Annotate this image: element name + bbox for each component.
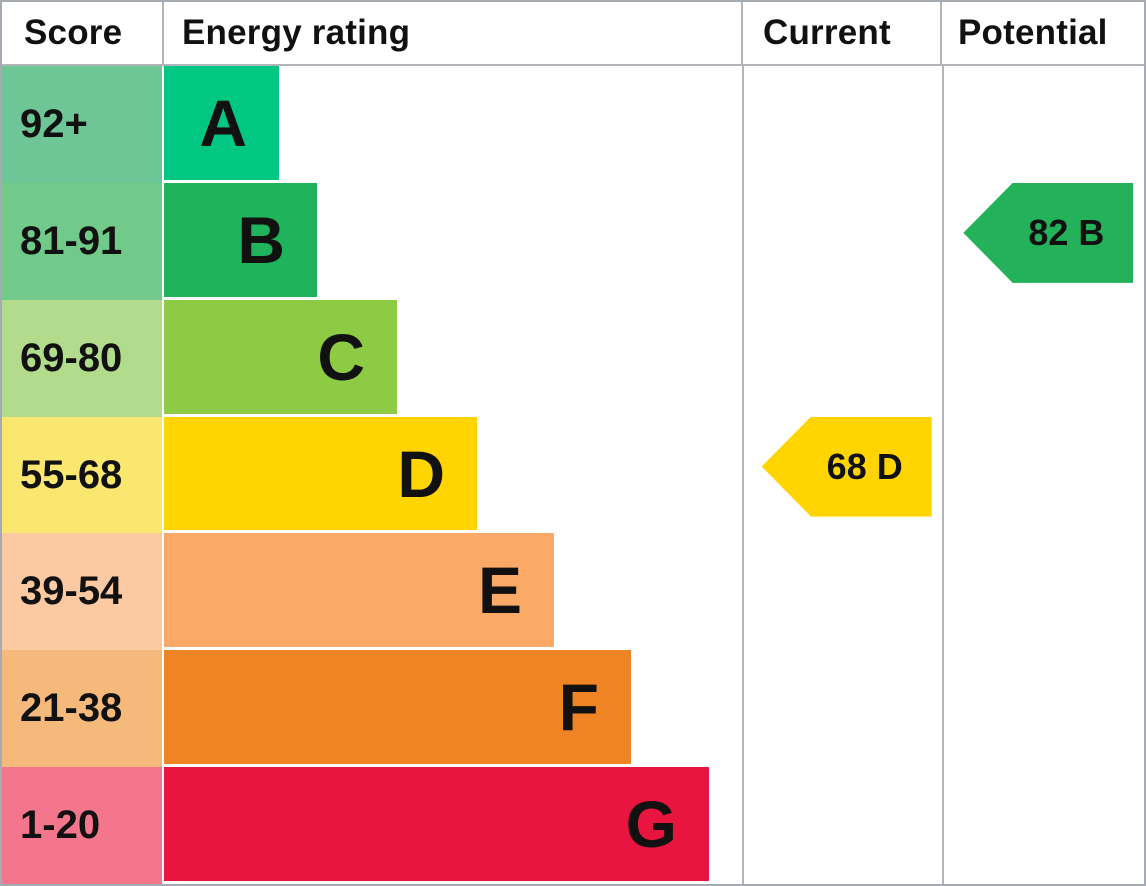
band-letter: F xyxy=(558,670,599,745)
band-bar: A xyxy=(164,66,279,180)
band-bar: C xyxy=(164,299,397,414)
band-letter: A xyxy=(199,85,247,160)
band-score-range: 55-68 xyxy=(2,416,164,534)
band-letter: E xyxy=(477,553,522,628)
band-score-range: 92+ xyxy=(2,66,164,183)
band-letter: D xyxy=(397,436,445,511)
bands-column: 92+ A 81-91 B 69-80 C 55-68 D 39-54 E 21… xyxy=(2,66,742,884)
current-column: 68 D xyxy=(741,66,943,884)
band-score-range: 69-80 xyxy=(2,299,164,417)
band-row-b: 81-91 B xyxy=(2,182,742,300)
band-letter: G xyxy=(625,787,677,862)
potential-rating-arrow: 82 B xyxy=(963,182,1134,283)
band-row-d: 55-68 D xyxy=(2,416,742,534)
col-header-energy-rating: Energy rating xyxy=(164,2,743,64)
band-score-range: 21-38 xyxy=(2,650,164,768)
current-rating-label: 68 D xyxy=(826,445,903,487)
band-row-a: 92+ A xyxy=(2,66,742,183)
table-header: Score Energy rating Current Potential xyxy=(2,2,1144,66)
band-row-e: 39-54 E xyxy=(2,533,742,651)
potential-column: 82 B xyxy=(942,66,1144,884)
table-body: 92+ A 81-91 B 69-80 C 55-68 D 39-54 E 21… xyxy=(2,66,1144,884)
col-header-current: Current xyxy=(743,2,942,64)
band-bar: G xyxy=(164,767,709,882)
band-row-g: 1-20 G xyxy=(2,767,742,884)
current-rating-arrow: 68 D xyxy=(761,416,932,517)
band-row-f: 21-38 F xyxy=(2,650,742,768)
band-letter: B xyxy=(237,202,285,277)
band-bar: F xyxy=(164,650,631,765)
band-score-range: 39-54 xyxy=(2,533,164,651)
band-bar: B xyxy=(164,182,317,297)
potential-rating-label: 82 B xyxy=(1028,211,1105,253)
band-row-c: 69-80 C xyxy=(2,299,742,417)
col-header-score: Score xyxy=(2,2,164,64)
col-header-potential: Potential xyxy=(958,13,1108,52)
band-score-range: 81-91 xyxy=(2,182,164,300)
band-bar: E xyxy=(164,533,554,648)
band-score-range: 1-20 xyxy=(2,767,164,884)
band-letter: C xyxy=(317,319,365,394)
band-bar: D xyxy=(164,416,477,531)
